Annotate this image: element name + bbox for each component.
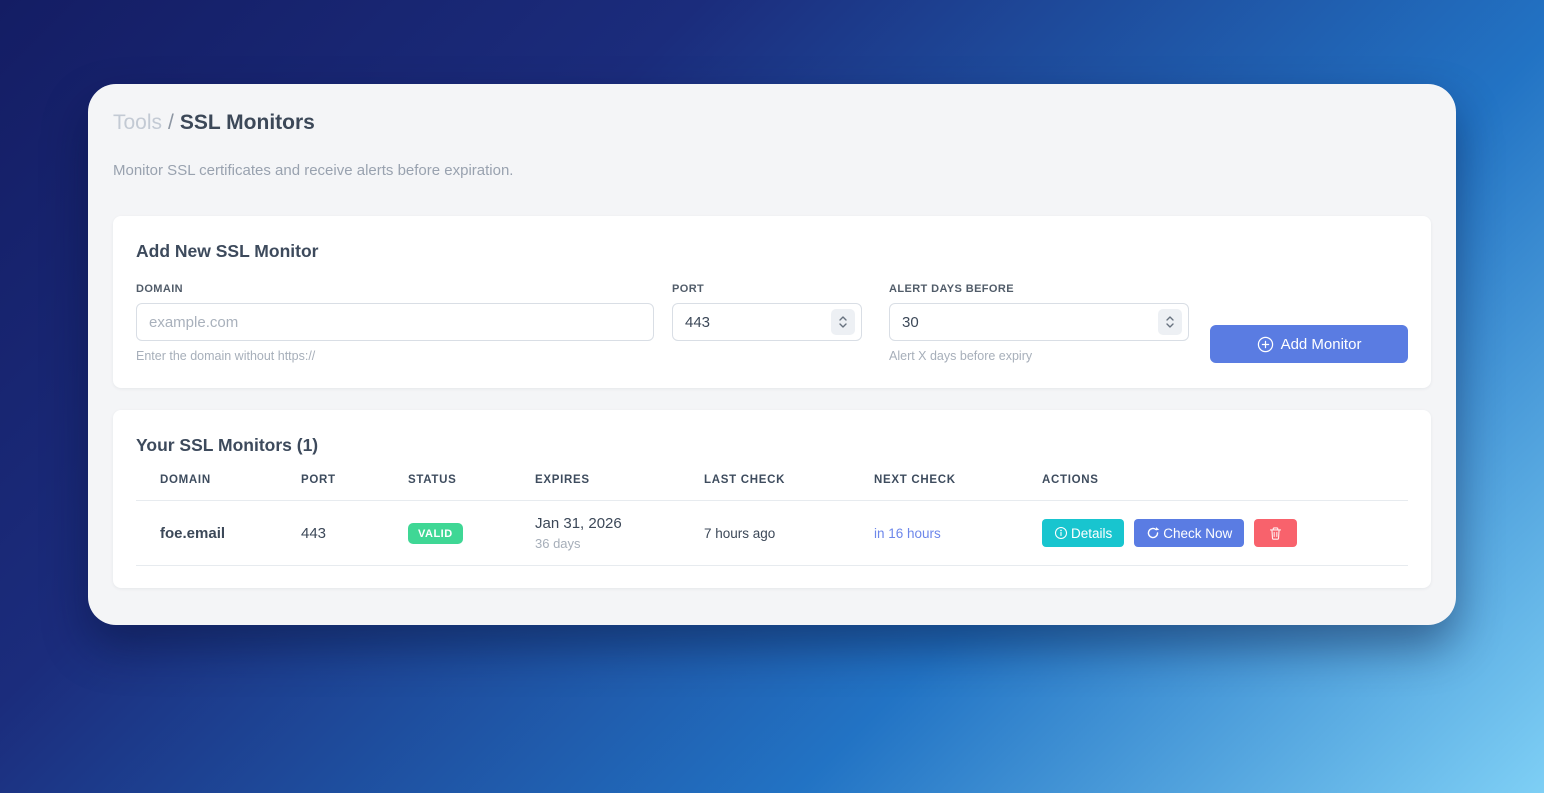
monitor-expires-cell: Jan 31, 2026 36 days: [511, 500, 680, 566]
column-header-last-check: LAST CHECK: [680, 474, 850, 501]
main-panel: Tools / SSL Monitors Monitor SSL certifica…: [88, 84, 1456, 625]
column-header-expires: EXPIRES: [511, 474, 680, 501]
monitors-title: Your SSL Monitors (1): [136, 435, 319, 455]
info-circle-icon: [1054, 526, 1068, 540]
chevron-up-down-icon: [1165, 314, 1175, 330]
alert-days-input[interactable]: [889, 303, 1189, 341]
breadcrumb: Tools / SSL Monitors: [113, 110, 1431, 136]
monitor-port: 443: [277, 500, 384, 566]
add-monitor-button[interactable]: Add Monitor: [1210, 325, 1408, 363]
monitors-table: DOMAIN PORT STATUS EXPIRES LAST CHECK NE…: [136, 474, 1408, 566]
domain-field-group: DOMAIN Enter the domain without https://: [136, 282, 654, 364]
add-monitor-button-label: Add Monitor: [1280, 335, 1362, 353]
monitors-card: Your SSL Monitors (1) DOMAIN PORT STATUS…: [113, 410, 1431, 588]
domain-help-text: Enter the domain without https://: [136, 349, 316, 363]
port-stepper[interactable]: [831, 309, 855, 335]
status-badge: VALID: [408, 522, 463, 544]
breadcrumb-tools-link[interactable]: Tools: [113, 111, 163, 134]
details-button[interactable]: Details: [1042, 519, 1125, 547]
add-monitor-form: DOMAIN Enter the domain without https://…: [136, 282, 1408, 364]
refresh-icon: [1146, 526, 1160, 540]
last-check-time: 7 hours ago: [680, 500, 850, 566]
expires-date: Jan 31, 2026: [535, 515, 622, 532]
column-header-status: STATUS: [384, 474, 511, 501]
add-monitor-title: Add New SSL Monitor: [136, 241, 319, 261]
domain-input[interactable]: [136, 303, 654, 341]
plus-circle-icon: [1257, 336, 1274, 353]
breadcrumb-separator: /: [168, 111, 174, 134]
domain-label: DOMAIN: [136, 283, 184, 295]
table-header-row: DOMAIN PORT STATUS EXPIRES LAST CHECK NE…: [136, 474, 1408, 501]
alert-days-field-group: ALERT DAYS BEFORE Alert X days before ex…: [889, 282, 1189, 364]
expires-days-remaining: 36 days: [535, 536, 581, 551]
alert-days-label: ALERT DAYS BEFORE: [889, 283, 1014, 295]
trash-icon: [1268, 526, 1283, 541]
delete-monitor-button[interactable]: [1254, 519, 1298, 547]
check-now-button-label: Check Now: [1163, 525, 1233, 541]
column-header-actions: ACTIONS: [1018, 474, 1408, 501]
table-row: foe.email 443 VALID Jan 31, 2026 36 days…: [136, 500, 1408, 566]
column-header-domain: DOMAIN: [136, 474, 277, 501]
monitor-domain: foe.email: [136, 500, 277, 566]
check-now-button[interactable]: Check Now: [1134, 519, 1245, 547]
page-subtitle: Monitor SSL certificates and receive ale…: [113, 162, 514, 179]
details-button-label: Details: [1071, 525, 1113, 541]
actions-cell: Details Check Now: [1018, 500, 1408, 566]
column-header-port: PORT: [277, 474, 384, 501]
alert-days-stepper[interactable]: [1158, 309, 1182, 335]
chevron-up-down-icon: [838, 314, 848, 330]
page-title: SSL Monitors: [179, 111, 315, 134]
port-input[interactable]: [672, 303, 862, 341]
add-monitor-card: Add New SSL Monitor DOMAIN Enter the dom…: [113, 216, 1431, 388]
port-label: PORT: [672, 283, 705, 295]
next-check-time: in 16 hours: [850, 500, 1018, 566]
column-header-next-check: NEXT CHECK: [850, 474, 1018, 501]
alert-days-help-text: Alert X days before expiry: [889, 349, 1033, 363]
monitor-status-cell: VALID: [384, 500, 511, 566]
port-field-group: PORT: [672, 282, 862, 341]
